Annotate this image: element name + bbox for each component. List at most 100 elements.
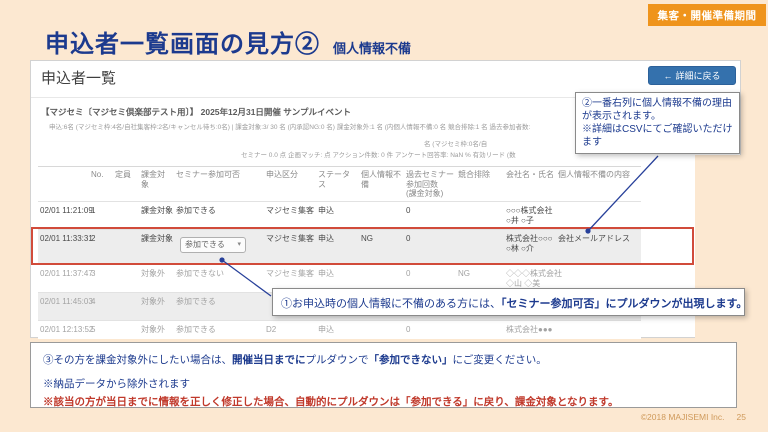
table-row: 02/01 11:33:31 2 課金対象 参加できる ▾ マジセミ集客 申込 NG 0 株式会社… [38, 229, 641, 264]
header-cell [38, 167, 89, 201]
header-cell: 会社名・氏名 [506, 170, 554, 179]
person-name: ◇山 ◇美 [506, 279, 541, 288]
cell-exclusion [456, 202, 504, 229]
stats-line-2: 名 (マジセミ枠:0名/自 [424, 141, 488, 148]
cell-attend: 参加できる [176, 297, 216, 306]
table-header-row: No. 定員 課金対象 セミナー参加可否 申込区分 ステータス 個人情報不備 過去セミナー 参… [38, 166, 641, 201]
header-cell: 個人情報不備の内容 [558, 170, 630, 179]
cell-exclusion [456, 321, 504, 339]
attend-dropdown-value: 参加できる [185, 240, 225, 249]
cell-capacity [113, 293, 139, 320]
company-name: ○○○株式会社 [506, 206, 553, 215]
cell-billing: 対象外 [141, 269, 165, 278]
slide-footer: ©2018 MAJISEMI Inc. 25 [641, 412, 746, 422]
cell-company: 株式会社○○○ ○林 ○介 [504, 230, 556, 264]
cell-billing: 課金対象 [141, 234, 173, 243]
cell-no: 4 [91, 297, 96, 306]
cell-company: ○○○株式会社 ○井 ○子 [504, 202, 556, 229]
cell-capacity [113, 230, 139, 264]
cell-time: 02/01 11:37:47 [40, 269, 93, 278]
cell-past_count: 0 [406, 234, 411, 243]
header-cell: 課金対象 [141, 170, 165, 189]
page-title: 申込者一覧画面の見方② [45, 31, 320, 58]
header-cell: 申込区分 [266, 170, 298, 179]
header-cell: 定員 [115, 170, 131, 179]
table-row: 02/01 11:37:47 3 対象外 参加できない マジセミ集客 申込 0 NG ◇◇◇株式… [38, 264, 641, 292]
cell-no: 1 [91, 206, 96, 215]
event-title: 【マジセミ〔マジセミ倶楽部テスト用〕】 2025年12月31日開催 サンプルイベ… [41, 107, 352, 117]
note-1-text-e: にご変更ください。 [452, 354, 547, 366]
note-1: ③その方を課金対象外にしたい場合は、開催当日までにプルダウンで「参加できない」に… [43, 352, 724, 367]
dropdown-chevron-icon: ▾ [237, 241, 241, 248]
callout-1-text: ①お申込時の個人情報に不備のある方には、 [281, 298, 501, 310]
person-name: ○井 ○子 [506, 216, 534, 225]
cell-past_count: 0 [406, 206, 411, 215]
cell-reason: 会社メールアドレス [558, 234, 630, 243]
cell-reason [556, 321, 641, 339]
screen-header: 申込者一覧 ← 詳細に戻る [31, 61, 740, 98]
cell-past_count: 0 [406, 325, 411, 334]
table-body: 02/01 11:21:09 1 課金対象 参加できる マジセミ集客 申込 0 ○○○株式会社… [38, 201, 641, 339]
cell-incomplete [359, 321, 404, 339]
back-to-details-button[interactable]: ← 詳細に戻る [648, 66, 736, 85]
callout-2: ②一番右列に個人情報不備の理由が表示されます。 ※詳細はCSVにてご確認いただけ… [575, 92, 740, 154]
table-row: 02/01 12:13:52 5 対象外 参加できる D2 申込 0 株式会社●●● [38, 320, 641, 339]
note-1-text-c: プルダウンで [305, 354, 369, 366]
cell-status: 申込 [318, 206, 334, 215]
callout-2-line-1: ②一番右列に個人情報不備の理由が表示されます。 [582, 98, 732, 122]
cell-attend: 参加できる [176, 325, 216, 334]
person-name: ○林 ○介 [506, 244, 534, 253]
cell-time: 02/01 11:45:03 [40, 297, 93, 306]
table-row: 02/01 11:21:09 1 課金対象 参加できる マジセミ集客 申込 0 ○○○株式会社… [38, 201, 641, 229]
cell-billing: 課金対象 [141, 206, 173, 215]
cell-company: 株式会社●●● [504, 321, 556, 339]
cell-time: 02/01 12:13:52 [40, 325, 94, 334]
note-1-bold-b: 開催当日までに [232, 354, 306, 366]
cell-time: 02/01 11:21:09 [40, 206, 93, 215]
applicants-table: No. 定員 課金対象 セミナー参加可否 申込区分 ステータス 個人情報不備 過去セミナー 参… [38, 166, 641, 339]
callout-1: ①お申込時の個人情報に不備のある方には、「セミナー参加可否」にプルダウンが出現し… [272, 288, 748, 316]
cell-attend: 参加できない [176, 269, 224, 278]
cell-incomplete [359, 202, 404, 229]
callout-1-bold-text: 「セミナー参加可否」にプルダウンが出現します。 [501, 298, 748, 310]
cell-attend: 参加できる ▾ [174, 230, 264, 264]
cell-status: 申込 [318, 234, 334, 243]
page-subtitle: 個人情報不備 [333, 41, 412, 56]
back-button-label: 詳細に戻る [675, 71, 721, 81]
note-1-text-a: ③その方を課金対象外にしたい場合は、 [43, 354, 232, 366]
header-cell: セミナー参加可否 [176, 170, 240, 179]
company-name: ◇◇◇株式会社 [506, 269, 562, 278]
cell-attend: 参加できる [176, 206, 216, 215]
cell-category: D2 [266, 325, 277, 334]
cell-exclusion [456, 230, 504, 264]
cell-category: マジセミ集客 [266, 206, 314, 215]
company-name: 株式会社●●● [506, 325, 553, 334]
stats-line-1: 申込:6名 (マジセミ枠:4名/自社集客枠:2名/キャンセル待ち:0名) | 課… [49, 124, 531, 131]
attend-dropdown[interactable]: 参加できる ▾ [180, 237, 246, 253]
cell-capacity [113, 202, 139, 229]
note-3: ※該当の方が当日までに情報を正しく修正した場合、自動的にプルダウンは「参加できる… [43, 396, 619, 408]
cell-time: 02/01 11:33:31 [40, 234, 93, 243]
page-number: 25 [736, 412, 746, 422]
cell-reason [556, 202, 641, 229]
cell-no: 5 [91, 325, 96, 334]
stats-line-3: セミナー 0.0 点 企画マッチ: 点 アクション件数: 0 件 アンケート回答… [241, 152, 516, 159]
cell-capacity [113, 265, 139, 292]
cell-no: 2 [91, 234, 96, 243]
cell-incomplete: NG [361, 234, 373, 243]
cell-company: ◇◇◇株式会社 ◇山 ◇美 [504, 265, 562, 292]
cell-billing: 対象外 [141, 325, 165, 334]
cell-capacity [113, 321, 139, 339]
cell-no: 3 [91, 269, 96, 278]
header-cell: 個人情報不備 [361, 170, 401, 189]
footer-copyright: ©2018 MAJISEMI Inc. [640, 412, 725, 422]
header-cell: 過去セミナー 参加回数 (課金対象) [406, 170, 454, 198]
cell-category: マジセミ集客 [266, 269, 314, 278]
header-cell: No. [91, 170, 104, 179]
cell-status: 申込 [318, 325, 334, 334]
callout-2-line-2: ※詳細はCSVにてご確認いただけます [582, 124, 733, 148]
cell-status: 申込 [318, 269, 334, 278]
header-cell: ステータス [318, 170, 350, 189]
notes-box: ③その方を課金対象外にしたい場合は、開催当日までにプルダウンで「参加できない」に… [30, 342, 737, 408]
